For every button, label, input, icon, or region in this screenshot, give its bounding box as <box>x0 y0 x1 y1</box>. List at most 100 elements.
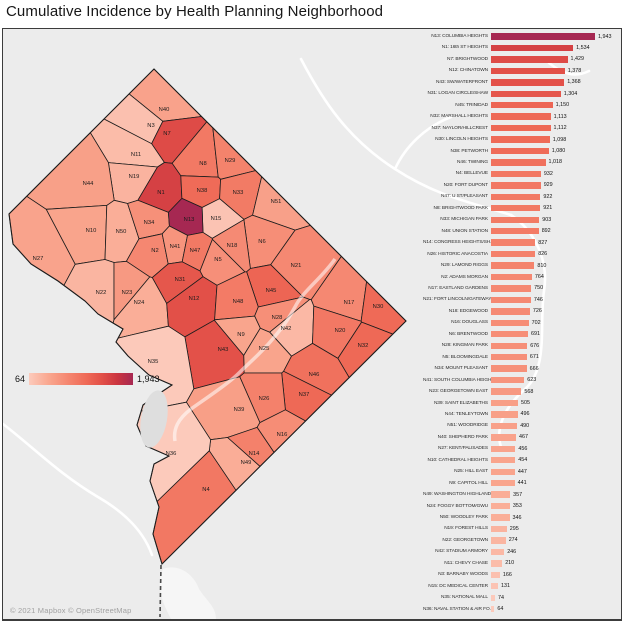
bar-label: N31: LOGAN CIRCLE/SHAW <box>427 91 488 97</box>
map-region-label: N41 <box>170 244 181 250</box>
bar[interactable] <box>491 33 595 40</box>
bar[interactable] <box>491 331 528 338</box>
bar[interactable] <box>491 113 551 120</box>
bar-value: 921 <box>543 205 553 212</box>
bar[interactable] <box>491 537 506 544</box>
map-region-label: N34 <box>144 220 155 226</box>
map-region-label: N33 <box>233 190 244 196</box>
bar[interactable] <box>491 90 561 97</box>
bar-value: 353 <box>512 503 522 510</box>
bar-row: N22: GEORGETOWN 274 <box>423 537 619 544</box>
bar[interactable] <box>491 468 515 475</box>
bar[interactable] <box>491 491 511 498</box>
bar-label: N5: BLOOMINGDALE <box>442 354 488 360</box>
bar[interactable] <box>491 296 531 304</box>
bar[interactable] <box>491 250 536 258</box>
bar[interactable] <box>491 376 525 384</box>
map-attribution: © 2021 Mapbox © OpenStreetMap <box>10 606 132 615</box>
map-region-label: N15 <box>211 216 222 222</box>
bar[interactable] <box>491 399 518 407</box>
bar[interactable] <box>491 365 527 372</box>
bar-row: N30: LINCOLN HEIGHTS 1,098 <box>423 136 619 143</box>
bar[interactable] <box>491 548 505 556</box>
bar[interactable] <box>491 102 553 109</box>
bar-label: N16: DOUGLASS <box>451 320 488 326</box>
bar-label: N43: SW/WATERFRONT <box>435 79 488 85</box>
bar-label: N10: CATHEDRAL HEIGHTS <box>427 457 489 463</box>
map-region-label: N42 <box>281 326 292 332</box>
bar[interactable] <box>491 319 529 327</box>
potomac-river-shape <box>140 390 168 448</box>
bar[interactable] <box>491 147 549 155</box>
bar[interactable] <box>491 228 539 235</box>
bar[interactable] <box>491 502 510 510</box>
bar[interactable] <box>491 571 500 578</box>
bar[interactable] <box>491 514 510 521</box>
bar-value: 1,378 <box>567 67 582 74</box>
bar[interactable] <box>491 239 536 246</box>
bar-value: 810 <box>537 262 547 269</box>
map-region-label: N37 <box>299 392 310 398</box>
bar-row: N46: TWINING 1,018 <box>423 159 619 166</box>
bar-label: N27: KENT/PALISADES <box>438 446 488 452</box>
bar[interactable] <box>491 445 516 452</box>
bar[interactable] <box>491 44 574 52</box>
bar[interactable] <box>491 170 541 178</box>
bar[interactable] <box>491 205 541 212</box>
bar[interactable] <box>491 422 518 430</box>
bar-row: N18: EDGEWOOD 726 <box>423 308 619 315</box>
map-region-label: N22 <box>96 290 107 296</box>
map-region-label: N4 <box>202 487 210 493</box>
bar[interactable] <box>491 388 522 395</box>
bar[interactable] <box>491 308 530 315</box>
bar[interactable] <box>491 56 568 63</box>
bar[interactable] <box>491 67 565 75</box>
bar[interactable] <box>491 411 518 418</box>
bar-value: 1,150 <box>555 102 570 109</box>
bar-label: N2: ADAMS MORGAN <box>441 274 488 280</box>
bar[interactable] <box>491 124 551 132</box>
bar-row: N24: FOGGY BOTTOM/GWU 353 <box>423 502 619 510</box>
bar-row: N14: CONGRESS HEIGHTS/SH... 827 <box>423 239 619 246</box>
bar-label: N12: CHINATOWN <box>448 68 488 74</box>
bar[interactable] <box>491 560 503 567</box>
bar-label: N7: BRIGHTWOOD <box>447 56 488 62</box>
bar[interactable] <box>491 342 528 349</box>
bar[interactable] <box>491 457 516 464</box>
bar-value: 447 <box>517 468 527 475</box>
bar-label: N51: WOODRIDGE <box>447 423 488 429</box>
bar[interactable] <box>491 216 540 223</box>
map-region-label: N31 <box>175 277 186 283</box>
bar-value: 1,304 <box>563 90 578 97</box>
bar[interactable] <box>491 193 541 201</box>
bar[interactable] <box>491 182 541 189</box>
bar-row: N19: FOREST HILLS 295 <box>423 525 619 533</box>
bar[interactable] <box>491 434 516 441</box>
bar-value: 467 <box>519 434 528 441</box>
bar-label: N44: TENLEYTOWN <box>444 411 488 417</box>
bar-label: N33: MICHIGAN PARK <box>440 217 488 223</box>
bar[interactable] <box>491 594 495 601</box>
bar[interactable] <box>491 479 515 487</box>
bar[interactable] <box>491 79 565 86</box>
bar[interactable] <box>491 159 546 166</box>
road-line <box>547 61 591 76</box>
bar[interactable] <box>491 136 550 143</box>
map-region-label: N49 <box>241 460 252 466</box>
bar-row: N42: STADIUM ARMORY 246 <box>423 548 619 556</box>
bar[interactable] <box>491 605 495 613</box>
bar[interactable] <box>491 353 527 361</box>
bar-row: N43: SW/WATERFRONT 1,368 <box>423 79 619 86</box>
bar-row: N41: SOUTH COLUMBIA HEIGHT... 623 <box>423 376 619 384</box>
map-region-label: N2 <box>151 248 158 254</box>
bar-label: N4: BELLEVUE <box>455 171 489 177</box>
bar[interactable] <box>491 262 535 269</box>
bar[interactable] <box>491 525 507 533</box>
bar[interactable] <box>491 583 498 590</box>
bar[interactable] <box>491 285 532 292</box>
map-region-label: N25 <box>259 346 270 352</box>
bar[interactable] <box>491 273 532 281</box>
bar-row: N45: TRINIDAD 1,150 <box>423 102 619 109</box>
map-region-label: N11 <box>131 152 141 158</box>
